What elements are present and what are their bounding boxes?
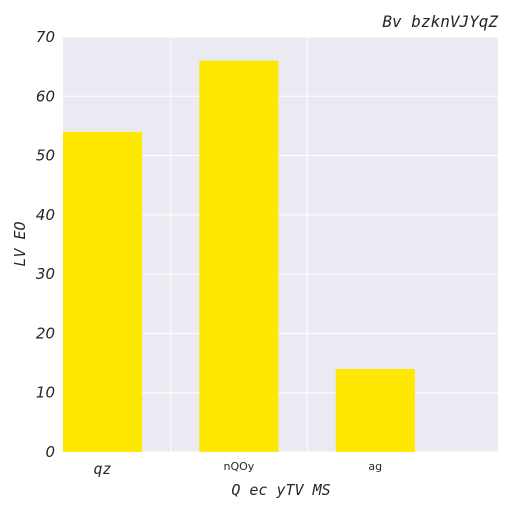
y-tick-labels: 0 10 20 30 40 50 60 70 <box>36 28 55 461</box>
x-tick-label: ag <box>368 460 382 473</box>
x-tick-labels: qz nQOy ag <box>94 460 383 478</box>
y-tick-label: 70 <box>36 28 55 46</box>
x-axis-label: Q ec yTV MS <box>231 481 330 499</box>
y-tick-label: 20 <box>36 324 55 342</box>
y-tick-label: 30 <box>36 265 55 283</box>
y-tick-label: 0 <box>45 443 55 461</box>
y-tick-label: 40 <box>36 206 55 224</box>
y-tick-label: 10 <box>36 384 55 402</box>
y-tick-label: 60 <box>36 87 55 105</box>
chart-title: Bv bzknVJYqZ <box>382 12 498 31</box>
x-tick-label: qz <box>94 460 112 478</box>
bar-ag <box>336 369 415 452</box>
bar-qz <box>63 132 142 452</box>
y-axis-label: LV EO <box>11 221 29 266</box>
x-tick-label: nQOy <box>224 460 255 473</box>
bar-nQOy <box>199 61 278 452</box>
y-tick-label: 50 <box>36 147 55 165</box>
